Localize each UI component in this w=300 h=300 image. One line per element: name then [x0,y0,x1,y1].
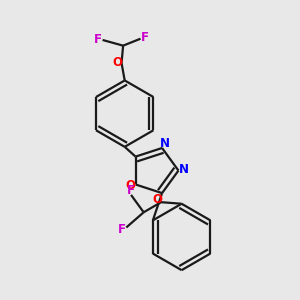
Text: O: O [113,56,123,69]
Text: F: F [141,31,149,44]
Text: F: F [94,32,102,46]
Text: N: N [178,163,188,176]
Text: O: O [125,178,136,192]
Text: F: F [118,224,126,236]
Text: N: N [160,137,170,150]
Text: F: F [126,184,134,197]
Text: O: O [152,193,162,206]
